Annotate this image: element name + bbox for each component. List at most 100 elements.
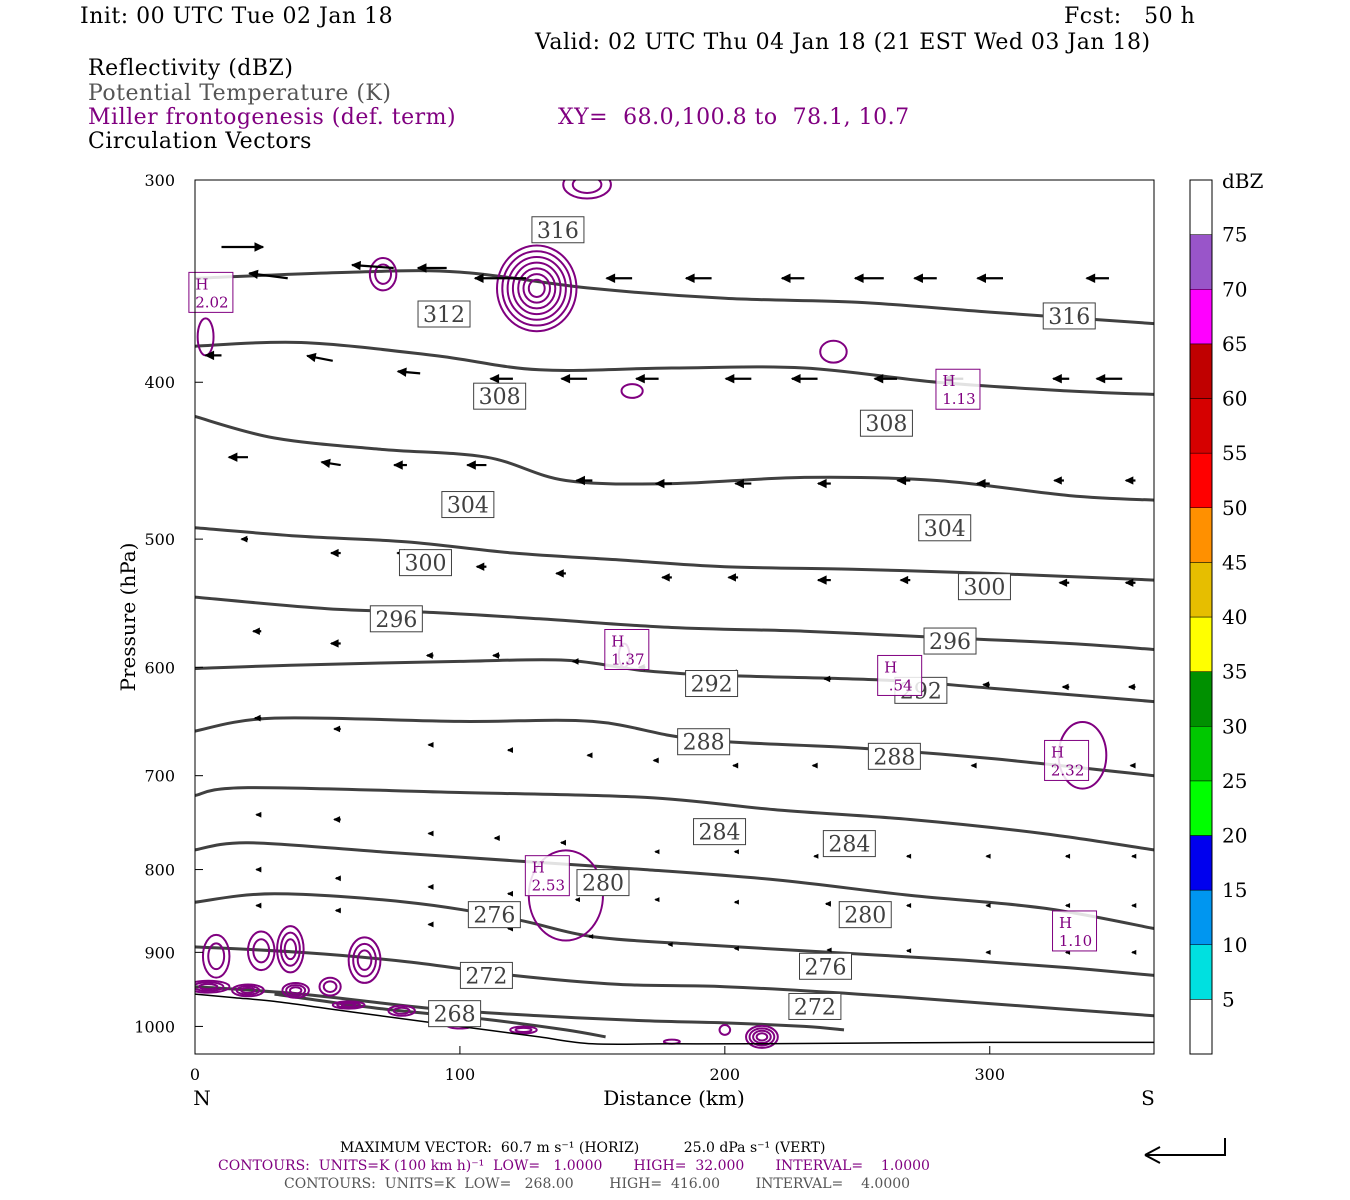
high-letter: H	[884, 658, 897, 676]
vector-arrowhead	[733, 899, 739, 905]
vector-arrowhead	[724, 374, 735, 384]
vector-arrowhead	[652, 757, 659, 764]
vector-arrowhead	[254, 242, 265, 252]
frontogenesis-contour	[322, 980, 338, 993]
theta-label-text: 276	[805, 955, 847, 980]
theta-label-text: 280	[582, 872, 624, 897]
vector-arrowhead	[255, 811, 262, 818]
vector-arrowhead	[1131, 903, 1137, 909]
frontogenesis-high: H2.02	[188, 271, 234, 313]
frontogenesis-contour	[501, 250, 573, 327]
colorbar-title: dBZ	[1222, 169, 1264, 193]
theta-line-292	[195, 716, 1154, 778]
reference-vector-icon	[1144, 1138, 1226, 1164]
vector-arrowhead	[1124, 476, 1134, 485]
theta-label-box	[859, 409, 913, 437]
colorbar-segment	[1189, 452, 1213, 508]
y-tick-label: 500	[144, 530, 175, 549]
theta-label-box	[531, 216, 585, 244]
vector-arrowhead	[473, 273, 484, 283]
high-letter: H	[195, 275, 208, 293]
vector-arrowhead	[493, 835, 500, 842]
vector-arrowhead	[824, 900, 831, 907]
vector-arrowhead	[204, 350, 215, 361]
vector-arrowhead	[1124, 578, 1134, 587]
vector-arrowhead	[905, 948, 912, 954]
theta-label: Potential Temperature (K)	[88, 81, 392, 106]
colorbar-tick-label: 55	[1222, 441, 1247, 465]
theta-label: 304	[918, 514, 972, 542]
theta-line-316	[195, 269, 1154, 326]
theta-label: 308	[473, 382, 527, 410]
vector-arrowhead	[466, 460, 476, 470]
theta-label-text: 284	[828, 833, 870, 858]
frontogenesis-contour	[387, 1004, 416, 1017]
vector-arrowhead	[333, 725, 341, 733]
theta-label-text: 280	[844, 904, 886, 929]
vector-arrowhead	[635, 374, 645, 384]
plot-frame	[194, 179, 1155, 1055]
theta-label-text: 308	[479, 385, 521, 410]
colorbar-tick-label: 15	[1222, 878, 1247, 902]
vector-arrowhead	[654, 849, 660, 855]
vector-arrowhead	[661, 573, 670, 582]
vector-arrowhead	[350, 260, 362, 271]
theta-label: 268	[428, 1000, 482, 1028]
theta-label: 300	[398, 549, 452, 577]
theta-label-text: 296	[375, 608, 417, 633]
theta-label: 308	[859, 409, 913, 437]
frontogenesis-contour	[201, 933, 231, 979]
vector-arrowhead	[853, 273, 864, 283]
theta-label: 296	[923, 627, 977, 655]
vector-arrowhead	[1085, 273, 1096, 283]
theta-label: 276	[467, 901, 521, 929]
frontogenesis-contour	[207, 942, 226, 971]
vector-arrowhead	[255, 902, 262, 909]
vector-arrowhead	[489, 374, 500, 384]
vector-arrowhead	[506, 747, 513, 754]
theta-line-296	[195, 658, 1154, 704]
colorbar-frame	[1189, 179, 1213, 1055]
frontogenesis-contour	[506, 255, 567, 321]
theta-label-box	[677, 728, 731, 756]
frontogenesis-high: H1.10	[1052, 910, 1098, 952]
vector-arrowhead	[605, 273, 616, 283]
frontogenesis-contour	[511, 261, 562, 316]
vector-arrowhead	[1127, 683, 1135, 691]
vector-arrowhead	[976, 273, 987, 283]
vector-arrowhead	[329, 639, 339, 648]
theta-label-box	[369, 605, 423, 633]
frontogenesis-contour	[620, 383, 644, 399]
vector-arrowhead	[816, 478, 827, 489]
frontogenesis-contour	[252, 938, 271, 964]
vector-arrowhead	[985, 949, 991, 955]
colorbar-segment	[1189, 726, 1213, 782]
vector-arrowhead	[684, 273, 695, 283]
theta-label: 292	[685, 670, 739, 698]
vector-arrowhead	[227, 452, 238, 462]
frontogenesis-contour	[318, 976, 342, 997]
vector-arrowhead	[396, 367, 407, 377]
vector-arrowhead	[427, 883, 434, 890]
frontogenesis-contour	[231, 983, 265, 998]
high-value: 1.37	[611, 651, 644, 669]
frontogenesis-contour	[755, 1032, 769, 1042]
colorbar-segment	[1189, 289, 1213, 345]
theta-label: 296	[369, 605, 423, 633]
frontogenesis-high: H.54	[877, 654, 923, 696]
vector-arrowhead	[732, 762, 739, 769]
y-tick-label: 600	[144, 658, 175, 677]
vector-arrowhead	[559, 839, 566, 846]
frontogenesis-high: H2.32	[1044, 739, 1090, 781]
frontogenesis-high: H2.53	[524, 855, 570, 897]
frontogenesis-contour	[509, 1025, 538, 1035]
high-box	[1052, 910, 1098, 952]
frontogenesis-contour	[352, 942, 377, 978]
theta-label-box	[473, 382, 527, 410]
theta-line-304	[195, 526, 1154, 582]
frontogenesis-contour	[279, 931, 301, 967]
frontogenesis-contour	[374, 263, 393, 285]
terrain-line	[195, 993, 1154, 1046]
frontogenesis-high: H1.37	[604, 629, 650, 671]
frontogenesis-contour	[527, 278, 546, 298]
